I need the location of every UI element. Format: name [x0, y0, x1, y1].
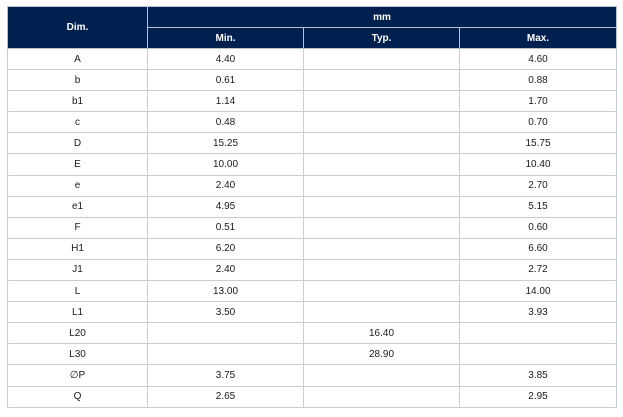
- cell-dim: J1: [7, 258, 148, 282]
- cell-typ: 28.90: [303, 343, 460, 366]
- header-dim: Dim.: [7, 6, 148, 49]
- table-row: L1 3.50 3.93: [7, 301, 617, 324]
- cell-max: 4.60: [459, 47, 617, 71]
- cell-dim: E: [7, 153, 148, 176]
- cell-typ: 16.40: [303, 322, 460, 345]
- cell-max: 3.85: [459, 364, 617, 387]
- cell-min: 0.48: [147, 111, 304, 134]
- cell-min: 2.40: [147, 258, 304, 282]
- table-row: E 10.00 10.40: [7, 153, 617, 176]
- cell-typ: [303, 280, 460, 303]
- cell-typ: [303, 216, 460, 239]
- table-row: Q 2.65 2.95: [7, 385, 617, 408]
- cell-dim: L30: [7, 343, 148, 366]
- dimensions-table: Dim. mm Min. Typ. Max. A 4.40 4.60 b 0.61 0.8…: [7, 6, 617, 408]
- header-unit: mm: [147, 6, 617, 28]
- cell-dim: D: [7, 132, 148, 155]
- cell-min: 0.61: [147, 69, 304, 92]
- cell-max: 0.88: [459, 69, 617, 92]
- table-row: b 0.61 0.88: [7, 69, 617, 92]
- cell-typ: [303, 47, 460, 71]
- cell-max: 5.15: [459, 195, 617, 218]
- cell-typ: [303, 385, 460, 408]
- cell-dim: L20: [7, 322, 148, 345]
- cell-max: 2.72: [459, 258, 617, 282]
- table-row: L 13.00 14.00: [7, 280, 617, 303]
- cell-typ: [303, 132, 460, 155]
- table-row: H1 6.20 6.60: [7, 237, 617, 260]
- cell-max: 10.40: [459, 153, 617, 176]
- cell-dim: A: [7, 47, 148, 71]
- cell-min: [147, 322, 304, 345]
- cell-min: 3.50: [147, 301, 304, 324]
- cell-max: 14.00: [459, 280, 617, 303]
- cell-max: 2.70: [459, 174, 617, 197]
- header-max: Max.: [459, 27, 617, 49]
- table-row: J1 2.40 2.72: [7, 258, 617, 282]
- cell-min: 2.40: [147, 174, 304, 197]
- cell-typ: [303, 69, 460, 92]
- cell-typ: [303, 301, 460, 324]
- cell-min: 3.75: [147, 364, 304, 387]
- cell-dim: b1: [7, 90, 148, 113]
- cell-max: 1.70: [459, 90, 617, 113]
- cell-typ: [303, 111, 460, 134]
- cell-dim: F: [7, 216, 148, 239]
- cell-min: 0.51: [147, 216, 304, 239]
- cell-typ: [303, 153, 460, 176]
- cell-dim: b: [7, 69, 148, 92]
- cell-min: 4.95: [147, 195, 304, 218]
- cell-max: 3.93: [459, 301, 617, 324]
- table-row: L30 28.90: [7, 343, 617, 366]
- cell-typ: [303, 237, 460, 260]
- cell-min: 10.00: [147, 153, 304, 176]
- table-row: A 4.40 4.60: [7, 47, 617, 71]
- header-min: Min.: [147, 27, 304, 49]
- table-row: ∅P 3.75 3.85: [7, 364, 617, 387]
- cell-max: 0.60: [459, 216, 617, 239]
- table-row: F 0.51 0.60: [7, 216, 617, 239]
- cell-max: 2.95: [459, 385, 617, 408]
- table-row: e 2.40 2.70: [7, 174, 617, 197]
- cell-max: [459, 322, 617, 345]
- cell-typ: [303, 258, 460, 282]
- cell-max: 6.60: [459, 237, 617, 260]
- cell-dim: L: [7, 280, 148, 303]
- cell-min: [147, 343, 304, 366]
- cell-dim: ∅P: [7, 364, 148, 387]
- cell-dim: e1: [7, 195, 148, 218]
- cell-max: 15.75: [459, 132, 617, 155]
- header-typ: Typ.: [303, 27, 460, 49]
- cell-dim: H1: [7, 237, 148, 260]
- table-row: b1 1.14 1.70: [7, 90, 617, 113]
- cell-min: 15.25: [147, 132, 304, 155]
- table-row: D 15.25 15.75: [7, 132, 617, 155]
- cell-typ: [303, 195, 460, 218]
- cell-dim: c: [7, 111, 148, 134]
- cell-min: 4.40: [147, 47, 304, 71]
- table-row: L20 16.40: [7, 322, 617, 345]
- cell-dim: Q: [7, 385, 148, 408]
- cell-min: 6.20: [147, 237, 304, 260]
- cell-dim: e: [7, 174, 148, 197]
- cell-dim: L1: [7, 301, 148, 324]
- cell-min: 2.65: [147, 385, 304, 408]
- cell-min: 13.00: [147, 280, 304, 303]
- cell-max: 0.70: [459, 111, 617, 134]
- table-row: e1 4.95 5.15: [7, 195, 617, 218]
- table-row: c 0.48 0.70: [7, 111, 617, 134]
- cell-typ: [303, 90, 460, 113]
- cell-typ: [303, 174, 460, 197]
- cell-typ: [303, 364, 460, 387]
- cell-max: [459, 343, 617, 366]
- cell-min: 1.14: [147, 90, 304, 113]
